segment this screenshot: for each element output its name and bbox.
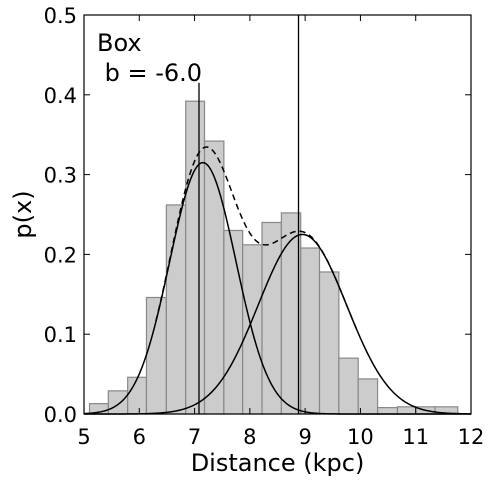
histogram-bar: [357, 378, 379, 415]
y-tick-label: 0.0: [44, 403, 77, 427]
vertical-lines: [198, 15, 300, 414]
y-tick-labels: 0.0 0.1 0.2 0.3 0.4 0.5: [44, 4, 77, 427]
y-tick-label: 0.2: [44, 243, 77, 267]
histogram-bars: [88, 100, 459, 415]
histogram-bar: [318, 271, 340, 415]
histogram-bar: [165, 204, 187, 415]
gaussian-sum-curve: [155, 146, 359, 333]
histogram-bar: [300, 247, 321, 415]
annotation-latitude: b = -6.0: [97, 59, 202, 87]
annotation-box: Box: [97, 29, 142, 57]
histogram-bar: [127, 376, 148, 415]
x-tick-label: 10: [347, 425, 374, 449]
histogram-bar: [145, 296, 167, 415]
histogram-bar: [203, 140, 225, 415]
plot-frame: [83, 14, 472, 415]
x-tick-label: 6: [133, 425, 146, 449]
histogram-bar: [280, 212, 302, 415]
histogram-bar: [338, 357, 359, 415]
x-tick-label: 12: [458, 425, 485, 449]
x-tick-label: 9: [298, 425, 311, 449]
histogram-bar: [107, 390, 129, 415]
y-tick-label: 0.3: [44, 164, 77, 188]
x-tick-label: 8: [243, 425, 256, 449]
y-tick-label: 0.1: [44, 323, 77, 347]
axis-ticks: [83, 14, 472, 415]
histogram-bar: [376, 407, 399, 415]
y-axis-label: p(x): [9, 190, 37, 238]
x-tick-label: 5: [77, 425, 90, 449]
y-tick-label: 0.4: [44, 84, 77, 108]
x-tick-label: 7: [188, 425, 201, 449]
x-axis-label: Distance (kpc): [191, 449, 365, 477]
histogram-bar: [223, 229, 244, 415]
y-tick-label: 0.5: [44, 4, 77, 28]
x-tick-labels: 5 6 7 8 9 10 11 12: [77, 425, 484, 449]
histogram-bar: [185, 100, 206, 415]
histogram-bar: [396, 406, 417, 415]
x-tick-label: 11: [402, 425, 429, 449]
